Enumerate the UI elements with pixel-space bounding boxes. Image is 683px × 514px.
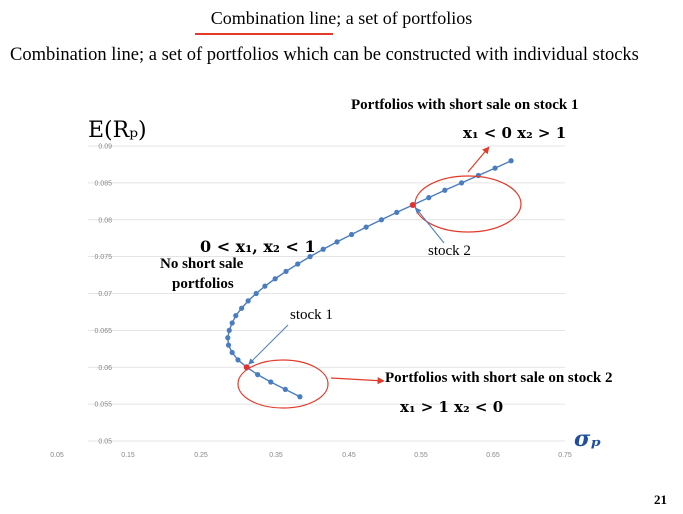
x-tick-label: 0.05: [50, 452, 64, 459]
data-point: [268, 379, 274, 385]
x-tick-label: 0.65: [486, 452, 500, 459]
y-tick-label: 0.05: [98, 439, 112, 446]
data-point: [272, 276, 278, 282]
annotation-short-stock2-math: x₁ > 1 x₂ < 0: [400, 398, 504, 416]
stock2-marker: [409, 202, 416, 208]
highlight-short-stock1: [414, 175, 522, 233]
y-tick-label: 0.075: [94, 254, 112, 261]
data-point: [253, 290, 259, 297]
data-point: [255, 372, 261, 378]
data-point: [378, 217, 385, 223]
y-tick-label: 0.08: [98, 217, 112, 224]
y-axis-label: E(Rₚ): [88, 118, 147, 143]
data-point: [492, 165, 498, 171]
annotation-no-short-line2: portfolios: [172, 276, 234, 292]
slide-title: Combination line; a set of portfolios: [210, 8, 473, 28]
slide-subtitle: Combination line; a set of portfolios wh…: [10, 45, 639, 65]
y-tick-label: 0.085: [94, 180, 112, 187]
data-point: [307, 254, 313, 260]
data-point: [229, 349, 235, 356]
title-underline: [195, 33, 333, 35]
data-point: [320, 246, 326, 252]
data-point: [283, 268, 289, 274]
data-point: [282, 386, 288, 392]
x-tick-label: 0.25: [194, 452, 208, 459]
data-point: [297, 394, 303, 400]
data-point: [458, 180, 465, 186]
arrow-short-stock2: [330, 377, 385, 385]
annotation-no-short-line1: No short sale: [160, 256, 244, 272]
data-point: [334, 239, 340, 245]
stock1-label: stock 1: [290, 307, 333, 323]
x-tick-label: 0.35: [269, 452, 283, 459]
arrow-stock1: [248, 324, 289, 365]
data-point: [229, 320, 235, 326]
x-tick-label: 0.45: [342, 452, 356, 459]
arrow-stock2: [415, 207, 445, 244]
data-point: [394, 209, 400, 215]
data-point: [508, 158, 514, 164]
data-point: [348, 231, 355, 238]
y-tick-label: 0.055: [94, 402, 112, 409]
annotation-short-stock1-math: x₁ < 0 x₂ > 1: [463, 124, 567, 142]
data-point: [225, 342, 232, 348]
y-tick-label: 0.06: [98, 365, 112, 372]
x-tick-label: 0.55: [414, 452, 428, 459]
data-point: [442, 187, 448, 193]
data-point: [363, 224, 369, 230]
y-tick-label: 0.07: [98, 291, 112, 298]
x-tick-label: 0.15: [121, 452, 135, 459]
annotation-short-stock2-title: Portfolios with short sale on stock 2: [385, 370, 613, 386]
data-point: [235, 357, 241, 363]
slide-number: 21: [654, 492, 667, 507]
stock1-marker: [243, 364, 250, 371]
data-point: [475, 172, 481, 179]
data-point: [295, 261, 301, 267]
data-point: [426, 195, 432, 201]
data-point: [225, 335, 231, 341]
highlight-short-stock2: [237, 359, 329, 409]
y-tick-label: 0.065: [94, 328, 112, 335]
data-point: [262, 283, 268, 289]
annotation-short-stock1-title: Portfolios with short sale on stock 1: [351, 97, 579, 113]
stock2-label: stock 2: [428, 243, 471, 259]
data-point: [233, 313, 239, 319]
y-tick-label: 0.09: [98, 144, 112, 151]
arrow-short-stock1: [467, 146, 490, 173]
x-axis-label: σₚ: [574, 426, 602, 452]
data-point: [245, 298, 251, 304]
x-tick-label: 0.75: [558, 452, 572, 459]
data-point: [239, 305, 245, 311]
annotation-no-short-math: 0 < x₁, x₂ < 1: [200, 237, 316, 256]
data-point: [226, 327, 232, 333]
